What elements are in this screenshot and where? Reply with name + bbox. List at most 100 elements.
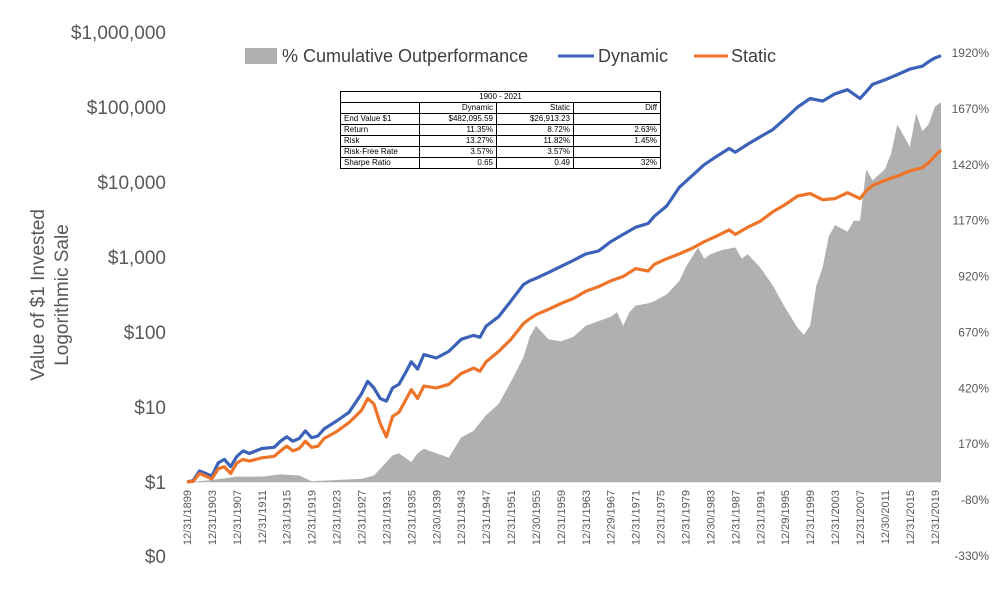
y-axis-label-line-1: Value of $1 Invested	[28, 209, 49, 381]
legend-label: Dynamic	[598, 46, 668, 66]
x-axis-tick-label: 12/31/1991	[755, 490, 767, 545]
x-axis-tick-label: 12/31/1963	[581, 490, 593, 545]
x-axis-tick-label: 12/31/1931	[381, 490, 393, 545]
x-axis-tick-label: 12/31/1919	[307, 490, 319, 545]
x-axis-tick-label: 12/31/1935	[406, 490, 418, 545]
table-cell: 2.63%	[573, 124, 661, 136]
legend-label: Static	[731, 46, 776, 66]
stats-table-header-cell: Dynamic	[419, 102, 497, 114]
table-cell: Risk	[340, 135, 420, 147]
right-axis-tick-label: 170%	[958, 437, 989, 451]
left-axis-tick-label: $10	[134, 398, 166, 419]
x-axis-tick-label: 12/31/1979	[681, 490, 693, 545]
table-cell: 11.82%	[496, 135, 574, 147]
x-axis-tick-label: 12/31/1903	[207, 490, 219, 545]
legend-label: % Cumulative Outperformance	[282, 46, 528, 66]
table-row: End Value $1 $482,095.59 $26,913.23	[340, 113, 661, 125]
table-cell	[573, 113, 661, 125]
x-axis-tick-label: 12/31/1959	[556, 490, 568, 545]
x-axis-tick-label: 12/30/1983	[705, 490, 717, 545]
x-axis-tick-label: 12/31/1951	[506, 490, 518, 545]
left-axis-ticks: $1 $10 $100 $1,000 $10,000 $100,000 $1,000,000…	[71, 23, 166, 568]
x-axis-tick-label: 12/31/2003	[830, 490, 842, 545]
dynamic-series-line	[186, 54, 942, 484]
left-axis-tick-label: $100,000	[87, 98, 166, 119]
table-cell: 3.57%	[419, 146, 497, 158]
right-axis-tick-label: 420%	[958, 381, 989, 395]
x-axis-tick-label: 12/29/1967	[606, 490, 618, 545]
line-layer	[186, 54, 943, 484]
table-row: Risk 13.27% 11.82% 1.45%	[340, 135, 661, 147]
right-axis-tick-label: 1670%	[952, 102, 990, 116]
table-cell: Risk-Free Rate	[340, 146, 420, 158]
x-axis-tick-label: 12/29/1995	[780, 490, 792, 545]
table-cell: 8.72%	[496, 124, 574, 136]
table-cell: 11.35%	[419, 124, 497, 136]
table-row: Return 11.35% 8.72% 2.63%	[340, 124, 661, 136]
table-cell: $482,095.59	[419, 113, 497, 125]
table-cell: 32%	[573, 157, 661, 169]
legend: % Cumulative Outperformance Dynamic Static	[245, 46, 776, 66]
left-axis-tick-label: $1,000,000	[71, 23, 166, 44]
stats-table-header-cell: Diff	[573, 102, 661, 114]
left-axis-tick-label: $1,000	[108, 248, 166, 269]
x-axis-ticks: 12/31/1899 12/31/1903 12/31/1907 12/31/1911…	[182, 490, 942, 545]
table-row: Sharpe Ratio 0.65 0.49 32%	[340, 157, 661, 169]
x-axis-tick-label: 12/30/2011	[880, 490, 892, 544]
stats-table-header-cell: Static	[496, 102, 574, 114]
stats-table-period: 1900 - 2021	[340, 91, 661, 103]
table-cell: $26,913.23	[496, 113, 574, 125]
x-axis-tick-label: 12/31/1923	[332, 490, 344, 545]
table-cell: Return	[340, 124, 420, 136]
x-axis-tick-label: 12/31/2007	[855, 490, 867, 545]
table-row: Risk-Free Rate 3.57% 3.57%	[340, 146, 661, 158]
x-axis-tick-label: 12/31/1971	[631, 490, 643, 545]
table-cell: End Value $1	[340, 113, 420, 125]
x-axis-tick-label: 12/31/1911	[257, 490, 269, 544]
x-axis-tick-label: 12/30/1955	[531, 490, 543, 545]
x-axis-tick-label: 12/31/1999	[805, 490, 817, 545]
right-axis-tick-label: 1420%	[952, 158, 990, 172]
left-axis-tick-label: $10,000	[97, 173, 166, 194]
stats-table-header-cell	[340, 102, 420, 114]
table-cell: 3.57%	[496, 146, 574, 158]
y-axis-label-line-2: Logorithmic Sale	[52, 224, 73, 366]
outperformance-area	[187, 102, 941, 483]
stats-table: 1900 - 2021 Dynamic Static Diff End Valu…	[340, 91, 661, 169]
right-axis-ticks: -330% -80% 170% 420% 670% 920% 1170% 1420% 1670%…	[952, 46, 990, 563]
left-axis-tick-label: $1	[145, 473, 166, 494]
right-axis-tick-label: -80%	[961, 493, 989, 507]
table-cell: Sharpe Ratio	[340, 157, 420, 169]
static-series-line	[186, 148, 943, 484]
y-axis-label: Value of $1 Invested Logorithmic Sale	[28, 209, 73, 381]
area-layer	[187, 102, 941, 483]
stats-table-period-row: 1900 - 2021	[340, 91, 661, 103]
x-axis-tick-label: 12/31/1975	[656, 490, 668, 545]
right-axis-tick-label: -330%	[954, 549, 989, 563]
right-axis-tick-label: 920%	[958, 270, 989, 284]
x-axis-tick-label: 12/31/2019	[930, 490, 942, 545]
table-cell: 0.49	[496, 157, 574, 169]
table-cell: 13.27%	[419, 135, 497, 147]
legend-swatch-outperformance	[245, 48, 277, 64]
table-cell	[573, 146, 661, 158]
table-cell: 0.65	[419, 157, 497, 169]
right-axis-tick-label: 1170%	[953, 214, 990, 228]
x-axis-tick-label: 12/30/1939	[431, 490, 443, 545]
x-axis-tick-label: 12/31/1927	[357, 490, 369, 545]
x-axis-tick-label: 12/31/1907	[232, 490, 244, 545]
x-axis-tick-label: 12/31/1947	[481, 490, 493, 545]
table-cell: 1.45%	[573, 135, 661, 147]
x-axis-tick-label: 12/31/2015	[905, 490, 917, 545]
x-axis-tick-label: 12/31/1915	[282, 490, 294, 545]
x-axis-tick-label: 12/31/1987	[730, 490, 742, 545]
stats-table-header-row: Dynamic Static Diff	[340, 102, 661, 114]
left-axis-tick-label: $100	[124, 323, 166, 344]
x-axis-tick-label: 12/31/1899	[182, 490, 194, 545]
left-axis-tick-label: $0	[145, 547, 166, 568]
right-axis-tick-label: 670%	[958, 325, 989, 339]
x-axis-tick-label: 12/31/1943	[456, 490, 468, 545]
right-axis-tick-label: 1920%	[952, 46, 990, 60]
